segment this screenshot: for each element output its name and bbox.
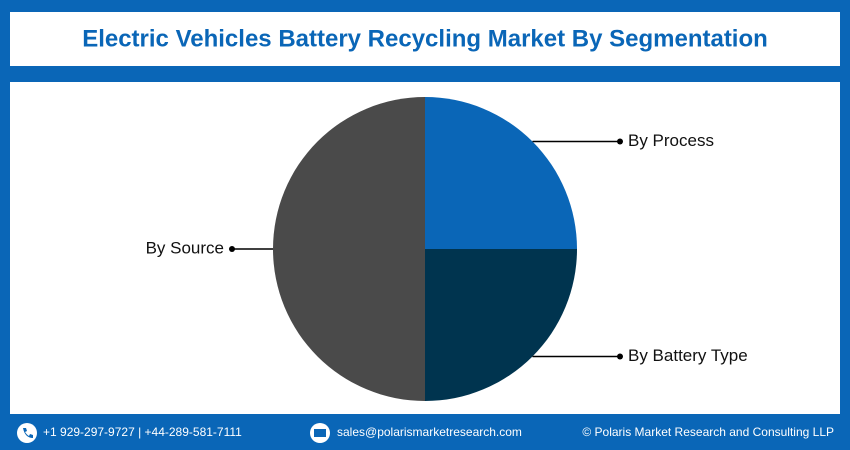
copyright: © Polaris Market Research and Consulting… — [582, 425, 834, 439]
phone-icon — [17, 423, 37, 443]
slice-label: By Source — [146, 238, 224, 257]
leader-dot — [229, 246, 235, 252]
chart-title: Electric Vehicles Battery Recycling Mark… — [82, 25, 768, 52]
pie-slice — [273, 97, 425, 401]
title-box — [10, 12, 840, 66]
pie: By Process By Battery Type By Source — [146, 97, 748, 401]
pie-slice — [425, 249, 577, 401]
pie-slice — [425, 97, 577, 249]
email: sales@polarismarketresearch.com — [337, 425, 522, 439]
phone: +1 929-297-9727 | +44-289-581-7111 — [43, 425, 242, 439]
leader-dot — [617, 138, 623, 145]
leader-dot — [617, 353, 623, 360]
email-glyph — [314, 429, 326, 437]
slice-label: By Battery Type — [628, 346, 748, 365]
slice-label: By Process — [628, 131, 714, 150]
phone-glyph — [23, 428, 33, 438]
